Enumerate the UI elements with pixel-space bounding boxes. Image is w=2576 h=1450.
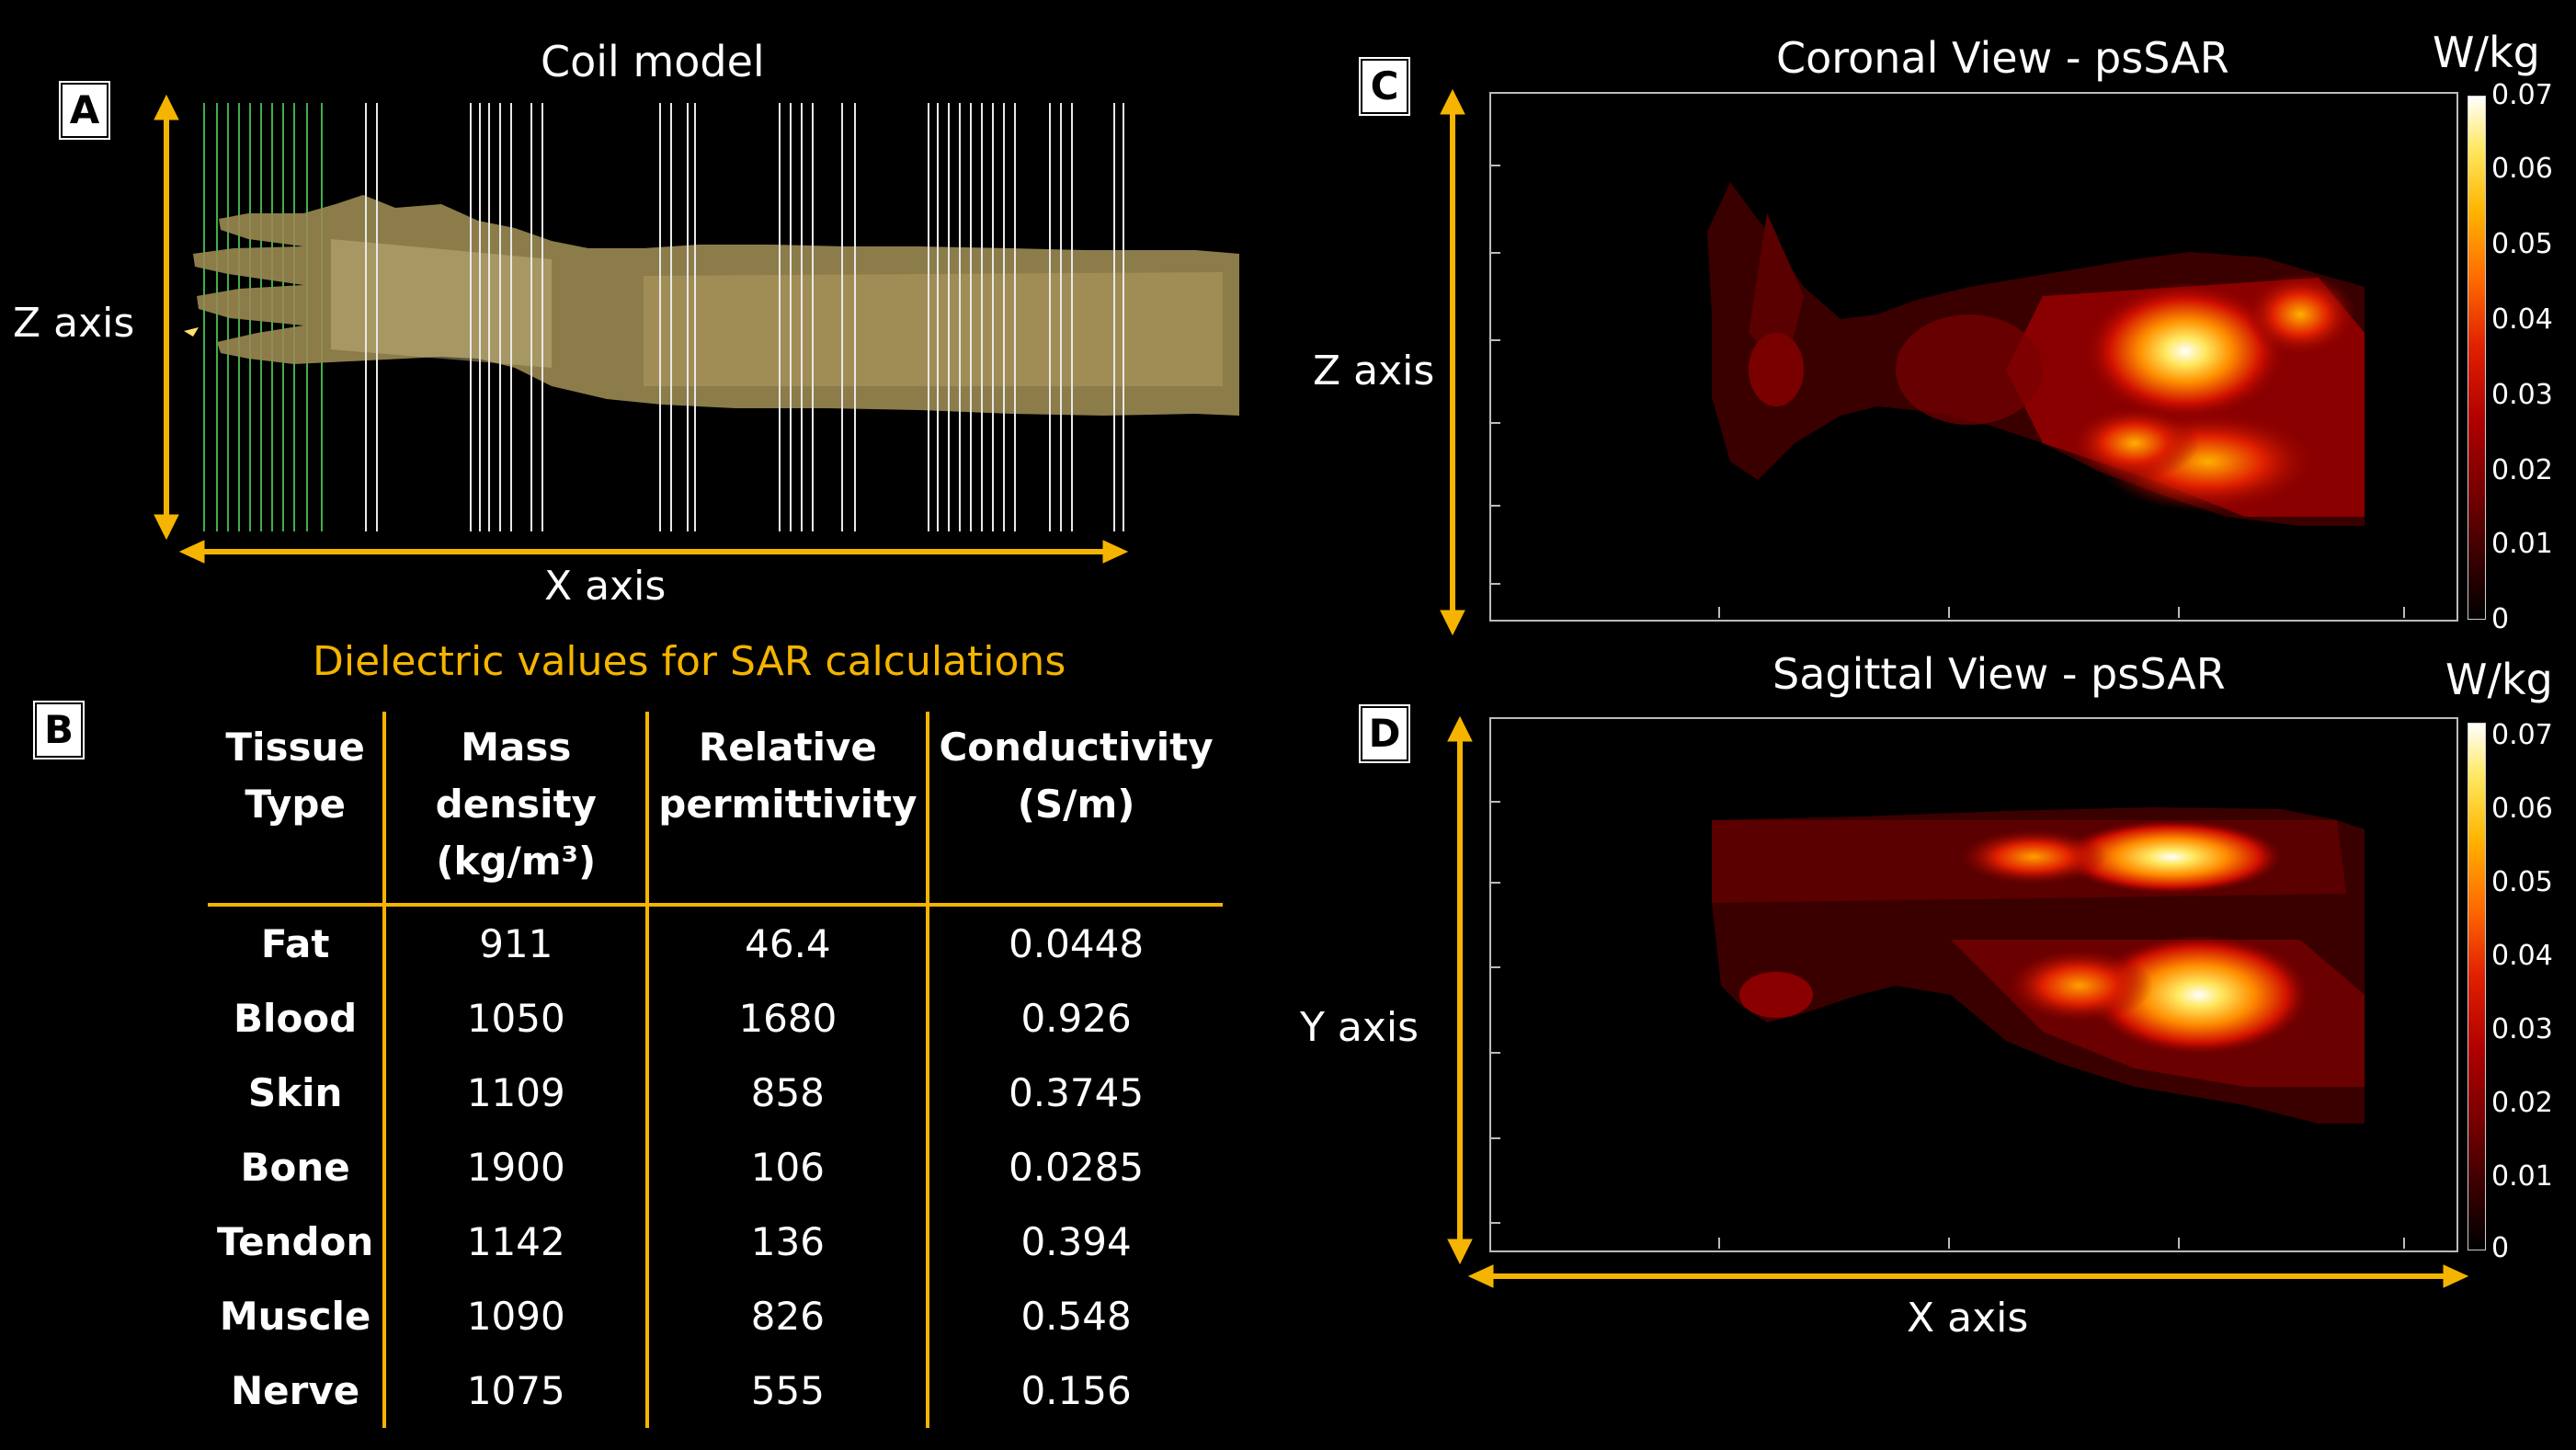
coil-lines-white [365,103,1124,531]
table-row: Tendon 1142 136 0.394 [208,1205,1223,1279]
sagittal-unit-label: W/kg [2445,655,2553,704]
panel-label-d: D [1361,706,1408,761]
panel-a-x-axis-label: X axis [544,563,667,610]
header-conductivity: Conductivity (S/m) [928,712,1223,907]
sagittal-x-axis-arrow [1467,1264,2469,1288]
table-row: Bone 1900 106 0.0285 [208,1130,1223,1205]
coronal-z-axis-arrow [1440,88,1465,636]
dielectric-table-title: Dielectric values for SAR calculations [313,638,1066,685]
table-row: Nerve 1075 555 0.156 [208,1353,1223,1428]
panel-label-a: A [61,83,108,138]
coronal-z-axis-label: Z axis [1313,348,1435,394]
coil-model-figure [154,94,1239,564]
coronal-heatmap-image [1707,182,2365,526]
coronal-view-title: Coronal View - psSAR [1776,33,2229,83]
coronal-sar-heatmap [1489,92,2458,622]
sagittal-heatmap-image [1712,807,2365,1124]
sagittal-y-axis-label: Y axis [1300,1004,1419,1051]
dielectric-values-table: Tissue Type Mass density (kg/m³) Relativ… [208,712,1223,1428]
sagittal-sar-heatmap [1489,717,2458,1252]
table-row: Fat 911 46.4 0.0448 [208,905,1223,981]
panel-label-b: B [35,702,83,758]
sagittal-x-axis-label: X axis [1907,1295,2029,1342]
header-relative-permittivity: Relative permittivity [647,712,930,907]
coronal-unit-label: W/kg [2433,28,2540,77]
header-tissue-type: Tissue Type [208,712,387,907]
table-row: Blood 1050 1680 0.926 [208,981,1223,1056]
panel-a-z-axis-label: Z axis [13,300,135,347]
table-row: Muscle 1090 826 0.548 [208,1279,1223,1353]
z-axis-arrow [154,94,179,541]
sagittal-y-axis-arrow [1447,715,1473,1265]
header-mass-density: Mass density (kg/m³) [384,712,650,907]
sagittal-colorbar [2468,723,2486,1250]
sagittal-view-title: Sagittal View - psSAR [1772,649,2226,699]
arm-model [184,195,1239,416]
coil-model-title: Coil model [541,37,765,86]
coronal-axis-ticks [1489,165,2405,618]
coronal-colorbar [2468,96,2486,620]
x-axis-arrow [178,540,1129,564]
panel-label-c: C [1361,59,1408,114]
sagittal-axis-ticks [1489,801,2405,1249]
table-row: Skin 1109 858 0.3745 [208,1056,1223,1130]
